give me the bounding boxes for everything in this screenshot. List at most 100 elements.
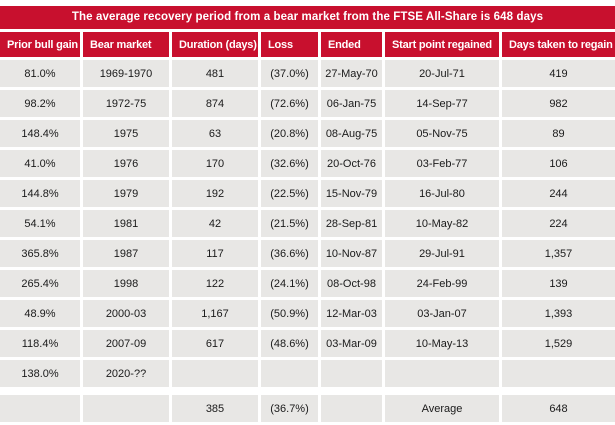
table-row: 138.0% 2020-?? [0,360,615,387]
table-cell [172,360,258,387]
table-cell: (20.8%) [261,120,318,147]
table-cell: 63 [172,120,258,147]
table-row: 81.0% 1969-1970 481 (37.0%) 27-May-70 20-Jul-… [0,60,615,87]
column-header-start-point-regained: Start point regained [385,32,499,57]
table-cell: 139 [502,270,615,297]
table-cell: 14-Sep-77 [385,90,499,117]
table-cell [83,390,169,392]
table-cell: 170 [172,150,258,177]
table-cell [385,390,499,392]
table-cell [0,395,80,422]
table-cell [83,395,169,422]
table-cell: 481 [172,60,258,87]
table-cell: (48.6%) [261,330,318,357]
table-cell: (72.6%) [261,90,318,117]
table-cell: 385 [172,395,258,422]
column-header-loss: Loss [261,32,318,57]
table-cell: 29-Jul-91 [385,240,499,267]
table-cell: 2007-09 [83,330,169,357]
table-cell: 117 [172,240,258,267]
table-cell: 98.2% [0,90,80,117]
summary-row: 385 (36.7%) Average 648 [0,395,615,422]
table-row: 144.8% 1979 192 (22.5%) 15-Nov-79 16-Jul-80 24… [0,180,615,207]
table-cell: 224 [502,210,615,237]
spacer-row [0,390,615,392]
table-cell: (50.9%) [261,300,318,327]
table-row: 98.2% 1972-75 874 (72.6%) 06-Jan-75 14-Sep-77… [0,90,615,117]
table-cell: 28-Sep-81 [321,210,382,237]
table-cell [502,360,615,387]
table-cell: (36.7%) [261,395,318,422]
table-cell: 89 [502,120,615,147]
table-cell: 982 [502,90,615,117]
table-cell: 03-Jan-07 [385,300,499,327]
table-cell [0,390,80,392]
column-header-bear-market: Bear market [83,32,169,57]
table-cell: 42 [172,210,258,237]
table-cell: 1972-75 [83,90,169,117]
table-cell: 2000-03 [83,300,169,327]
table-cell: 265.4% [0,270,80,297]
table-cell: 874 [172,90,258,117]
table-cell: 20-Oct-76 [321,150,382,177]
table-row: 41.0% 1976 170 (32.6%) 20-Oct-76 03-Feb-77 106 [0,150,615,177]
table-cell: 1969-1970 [83,60,169,87]
table-cell: 08-Oct-98 [321,270,382,297]
recovery-table: Prior bull gain Bear market Duration (da… [0,29,615,425]
table-cell [502,390,615,392]
table-cell: 2020-?? [83,360,169,387]
table-cell: 10-May-82 [385,210,499,237]
table-cell: (24.1%) [261,270,318,297]
column-header-duration-days: Duration (days) [172,32,258,57]
table-cell: 10-May-13 [385,330,499,357]
table-cell: (22.5%) [261,180,318,207]
table-cell: 1987 [83,240,169,267]
table-cell: 81.0% [0,60,80,87]
table-row: 54.1% 1981 42 (21.5%) 28-Sep-81 10-May-82 224 [0,210,615,237]
table-cell [321,395,382,422]
table-cell: (21.5%) [261,210,318,237]
table-cell [261,390,318,392]
table-cell: 41.0% [0,150,80,177]
table-cell: Average [385,395,499,422]
table-cell: 1,357 [502,240,615,267]
table-cell: 05-Nov-75 [385,120,499,147]
table-cell: 03-Mar-09 [321,330,382,357]
table-cell: 15-Nov-79 [321,180,382,207]
table-cell [321,360,382,387]
table-cell: 1,167 [172,300,258,327]
table-cell [321,390,382,392]
table-cell: 122 [172,270,258,297]
table-cell: 16-Jul-80 [385,180,499,207]
table-cell: 1979 [83,180,169,207]
table-cell: 1975 [83,120,169,147]
table-cell [385,360,499,387]
table-cell: 1981 [83,210,169,237]
table-cell: (37.0%) [261,60,318,87]
table-row: 48.9% 2000-03 1,167 (50.9%) 12-Mar-03 03-Jan-… [0,300,615,327]
table-cell: (32.6%) [261,150,318,177]
table-row: 148.4% 1975 63 (20.8%) 08-Aug-75 05-Nov-75 89 [0,120,615,147]
table-cell: 08-Aug-75 [321,120,382,147]
column-header-days-taken-to-regain: Days taken to regain [502,32,615,57]
table-cell: 138.0% [0,360,80,387]
table-cell: 148.4% [0,120,80,147]
table-cell: 20-Jul-71 [385,60,499,87]
table-body: 81.0% 1969-1970 481 (37.0%) 27-May-70 20-Jul-… [0,60,615,422]
table-cell: 1,393 [502,300,615,327]
table-cell: 10-Nov-87 [321,240,382,267]
table-title-banner: The average recovery period from a bear … [0,6,615,29]
table-cell: 648 [502,395,615,422]
table-row: 365.8% 1987 117 (36.6%) 10-Nov-87 29-Jul-91 1,… [0,240,615,267]
header-row: Prior bull gain Bear market Duration (da… [0,32,615,57]
table-cell: 03-Feb-77 [385,150,499,177]
table-cell: 1976 [83,150,169,177]
table-cell: 27-May-70 [321,60,382,87]
table-cell: 365.8% [0,240,80,267]
table-cell: 12-Mar-03 [321,300,382,327]
table-cell [172,390,258,392]
table-cell: 54.1% [0,210,80,237]
table-cell: 144.8% [0,180,80,207]
table-cell: 419 [502,60,615,87]
